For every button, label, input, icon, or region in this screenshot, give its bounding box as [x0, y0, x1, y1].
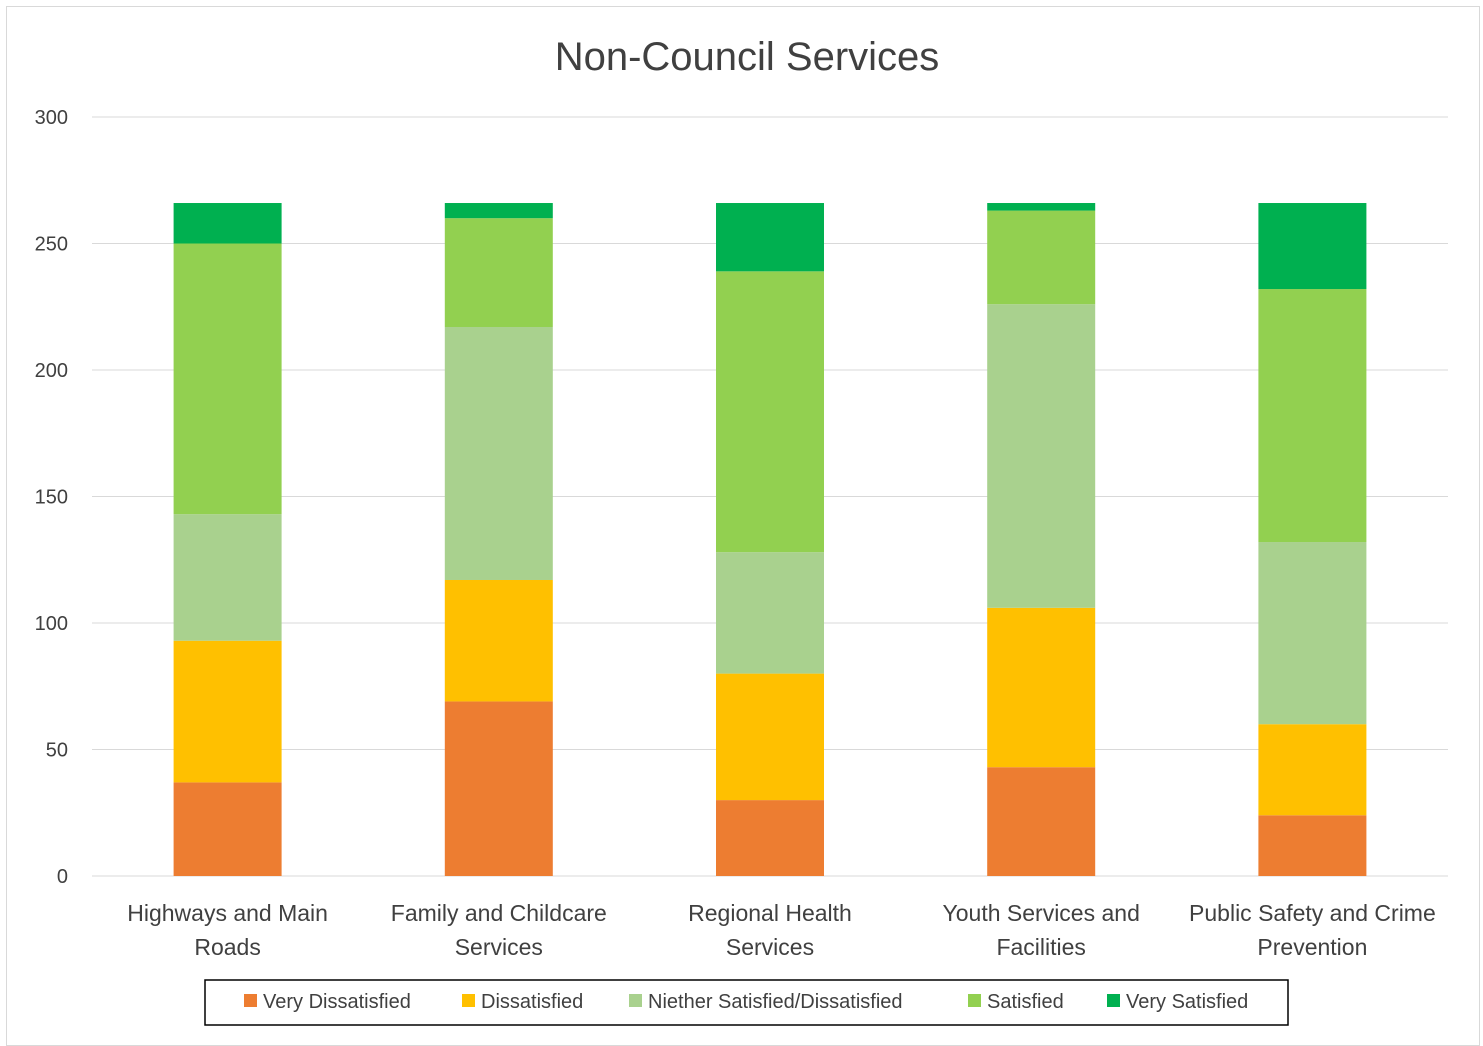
legend-label: Niether Satisfied/Dissatisfied: [648, 991, 903, 1013]
bar-segment: [444, 701, 553, 876]
bar-segment: [173, 243, 282, 515]
y-tick-label: 100: [35, 613, 68, 635]
bar-segment: [716, 271, 824, 553]
bar-segment: [444, 218, 553, 327]
bar-segment: [173, 514, 282, 641]
legend-swatch: [244, 994, 257, 1007]
legend-swatch: [968, 994, 981, 1007]
y-tick-label: 200: [35, 360, 68, 382]
bar-segment: [173, 640, 282, 783]
bar-segment: [173, 782, 282, 876]
y-tick-label: 0: [57, 866, 68, 888]
x-tick-label: Highways and Main Roads: [127, 900, 328, 960]
bar-segment: [1258, 289, 1367, 543]
legend-label: Very Dissatisfied: [263, 991, 411, 1013]
y-tick-label: 150: [35, 487, 68, 509]
bar-segment: [444, 579, 553, 702]
y-axis-ticks: 0 50 100 150 200 250 300: [35, 107, 68, 888]
bar-segment: [444, 326, 553, 580]
x-tick-label: Regional Health Services: [688, 900, 852, 960]
y-tick-label: 300: [35, 107, 68, 129]
bar-segment: [716, 552, 824, 674]
x-axis-labels: Highways and Main Roads Family and Childca…: [127, 900, 1436, 960]
bar-segment: [1258, 203, 1367, 290]
chart-title: Non-Council Services: [555, 35, 940, 79]
bar-segment: [987, 203, 1096, 211]
legend-label: Very Satisfied: [1126, 991, 1248, 1013]
legend-swatch: [462, 994, 475, 1007]
legend-label: Dissatisfied: [481, 991, 583, 1013]
legend-label: Satisfied: [987, 991, 1064, 1013]
y-tick-label: 50: [46, 740, 68, 762]
bar-segment: [716, 800, 824, 876]
bar-segment: [444, 203, 553, 219]
x-tick-label: Family and Childcare Services: [391, 900, 607, 960]
bar-segment: [987, 210, 1096, 305]
bars: [173, 203, 1367, 876]
bar-segment: [1258, 542, 1367, 725]
bar-segment: [173, 203, 282, 244]
legend-swatch: [1107, 994, 1120, 1007]
y-tick-label: 250: [35, 234, 68, 256]
bar-segment: [1258, 815, 1367, 876]
legend-swatch: [629, 994, 642, 1007]
bar-segment: [716, 203, 824, 272]
bar-segment: [987, 767, 1096, 876]
x-tick-label: Youth Services and Facilities: [943, 900, 1140, 960]
bar-segment: [987, 304, 1096, 608]
bar-segment: [987, 607, 1096, 768]
bar-segment: [716, 673, 824, 801]
x-tick-label: Public Safety and Crime Prevention: [1189, 900, 1436, 960]
legend: Very Dissatisfied Dissatisfied Niether Sat…: [204, 979, 1289, 1026]
bar-segment: [1258, 724, 1367, 816]
